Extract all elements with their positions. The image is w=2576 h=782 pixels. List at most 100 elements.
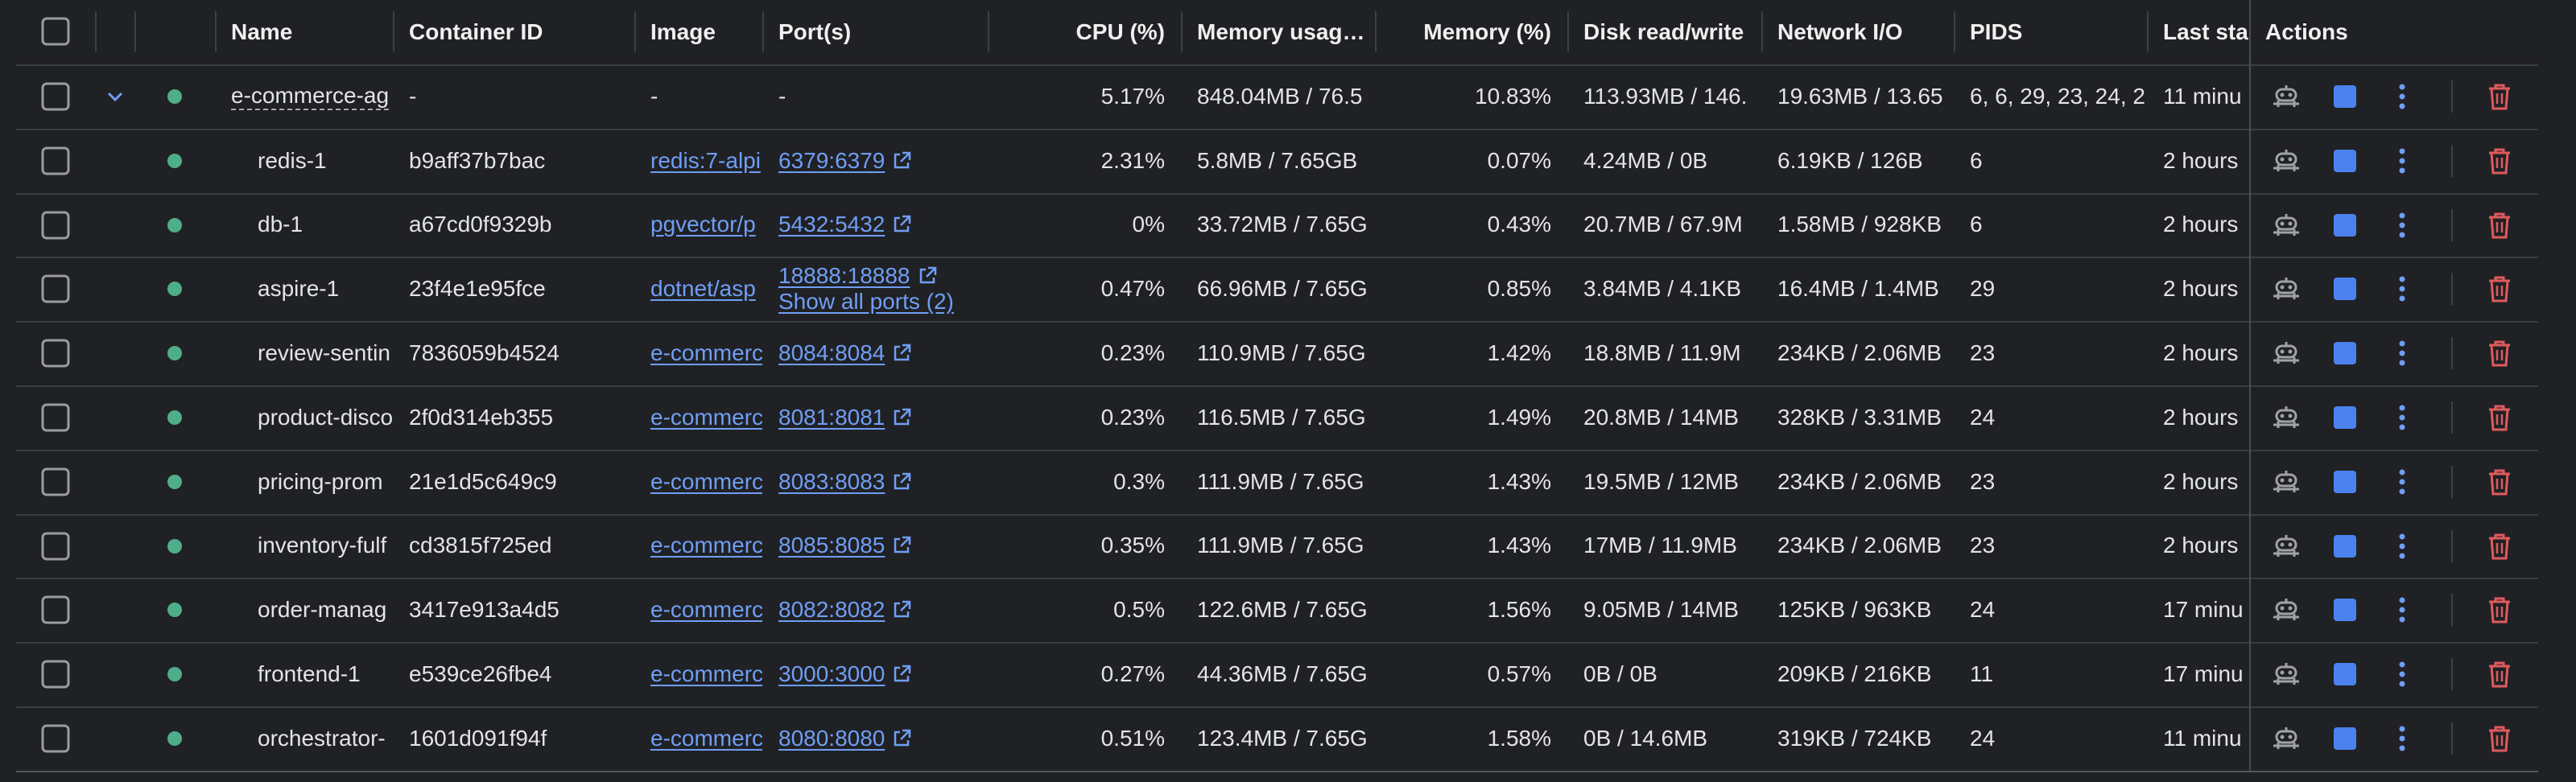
image-link[interactable]: e-commerc: [650, 725, 762, 751]
external-link-icon[interactable]: [891, 599, 912, 620]
more-menu[interactable]: [2395, 597, 2409, 623]
port-text[interactable]: 8081:8081: [778, 404, 886, 430]
delete-button[interactable]: [2487, 725, 2512, 752]
stop-button[interactable]: [2333, 213, 2357, 237]
image-link[interactable]: pgvector/p: [650, 212, 756, 237]
debug-icon[interactable]: [2272, 212, 2301, 239]
port-link[interactable]: 8083:8083: [778, 469, 912, 495]
more-menu[interactable]: [2395, 726, 2409, 751]
delete-button[interactable]: [2487, 340, 2512, 367]
port-link[interactable]: 6379:6379: [778, 148, 912, 174]
image-link[interactable]: e-commerc: [650, 597, 762, 623]
port-text[interactable]: 6379:6379: [778, 147, 886, 173]
image-link[interactable]: e-commerc: [650, 468, 762, 494]
port-text[interactable]: 8083:8083: [778, 468, 886, 494]
image-link[interactable]: e-commerc: [650, 404, 762, 430]
delete-button[interactable]: [2487, 596, 2512, 624]
group-name[interactable]: e-commerce-ag: [231, 83, 390, 110]
port-text[interactable]: Show all ports (2): [778, 289, 954, 315]
external-link-icon[interactable]: [917, 265, 938, 286]
stop-button[interactable]: [2333, 405, 2357, 430]
external-link-icon[interactable]: [891, 471, 912, 492]
external-link-icon[interactable]: [891, 535, 912, 556]
port-text[interactable]: 8082:8082: [778, 597, 886, 623]
stop-button[interactable]: [2333, 341, 2357, 365]
debug-icon[interactable]: [2272, 340, 2301, 367]
checkbox[interactable]: [41, 17, 70, 46]
checkbox[interactable]: [41, 532, 70, 561]
image-link[interactable]: e-commerc: [650, 340, 762, 366]
more-menu[interactable]: [2395, 469, 2409, 495]
debug-icon[interactable]: [2272, 147, 2301, 175]
checkbox[interactable]: [41, 274, 70, 303]
debug-icon[interactable]: [2272, 468, 2301, 496]
external-link-icon[interactable]: [891, 214, 912, 235]
image-link[interactable]: e-commerc: [650, 661, 762, 687]
debug-icon[interactable]: [2272, 533, 2301, 560]
debug-icon[interactable]: [2272, 725, 2301, 752]
more-menu[interactable]: [2395, 212, 2409, 238]
checkbox[interactable]: [41, 724, 70, 753]
image-link[interactable]: e-commerc: [650, 533, 762, 558]
checkbox[interactable]: [41, 146, 70, 175]
stop-button[interactable]: [2333, 84, 2357, 109]
stop-button[interactable]: [2333, 662, 2357, 686]
more-menu[interactable]: [2395, 533, 2409, 559]
stop-button[interactable]: [2333, 534, 2357, 558]
stop-button[interactable]: [2333, 598, 2357, 622]
more-menu[interactable]: [2395, 340, 2409, 366]
expand-toggle[interactable]: [105, 88, 125, 105]
delete-button[interactable]: [2487, 404, 2512, 431]
delete-button[interactable]: [2487, 468, 2512, 496]
more-menu[interactable]: [2395, 405, 2409, 430]
more-menu[interactable]: [2395, 148, 2409, 174]
checkbox[interactable]: [41, 660, 70, 689]
stop-button[interactable]: [2333, 470, 2357, 494]
more-menu[interactable]: [2395, 276, 2409, 302]
debug-icon[interactable]: [2272, 596, 2301, 624]
stop-button[interactable]: [2333, 149, 2357, 173]
stop-button[interactable]: [2333, 726, 2357, 751]
debug-icon[interactable]: [2272, 661, 2301, 688]
port-link[interactable]: 3000:3000: [778, 661, 912, 687]
port-link[interactable]: 18888:18888: [778, 263, 938, 289]
port-text[interactable]: 5432:5432: [778, 212, 886, 237]
port-link[interactable]: 8081:8081: [778, 405, 912, 430]
port-text[interactable]: 18888:18888: [778, 263, 910, 289]
external-link-icon[interactable]: [891, 343, 912, 364]
external-link-icon[interactable]: [891, 664, 912, 685]
port-link[interactable]: 8085:8085: [778, 533, 912, 558]
external-link-icon[interactable]: [891, 150, 912, 171]
delete-button[interactable]: [2487, 147, 2512, 175]
checkbox[interactable]: [41, 595, 70, 624]
checkbox[interactable]: [41, 403, 70, 432]
checkbox[interactable]: [41, 211, 70, 240]
debug-icon[interactable]: [2272, 404, 2301, 431]
port-link[interactable]: 5432:5432: [778, 212, 912, 237]
image-link[interactable]: redis:7-alpi: [650, 147, 761, 173]
delete-button[interactable]: [2487, 661, 2512, 688]
delete-button[interactable]: [2487, 83, 2512, 110]
more-menu[interactable]: [2395, 661, 2409, 687]
port-link[interactable]: 8084:8084: [778, 340, 912, 366]
image-link[interactable]: dotnet/asp: [650, 276, 756, 302]
stop-button[interactable]: [2333, 277, 2357, 301]
delete-button[interactable]: [2487, 212, 2512, 239]
debug-icon[interactable]: [2272, 275, 2301, 303]
checkbox[interactable]: [41, 82, 70, 111]
port-text[interactable]: 3000:3000: [778, 661, 886, 687]
port-text[interactable]: 8080:8080: [778, 725, 886, 751]
port-link[interactable]: 8082:8082: [778, 597, 912, 623]
port-text[interactable]: 8085:8085: [778, 533, 886, 558]
checkbox[interactable]: [41, 339, 70, 368]
port-link[interactable]: 8080:8080: [778, 726, 912, 751]
more-menu[interactable]: [2395, 84, 2409, 109]
checkbox[interactable]: [41, 467, 70, 496]
delete-button[interactable]: [2487, 275, 2512, 303]
delete-button[interactable]: [2487, 533, 2512, 560]
port-text[interactable]: 8084:8084: [778, 340, 886, 366]
port-link[interactable]: Show all ports (2): [778, 289, 954, 315]
external-link-icon[interactable]: [891, 407, 912, 428]
debug-icon[interactable]: [2272, 83, 2301, 110]
external-link-icon[interactable]: [891, 728, 912, 749]
